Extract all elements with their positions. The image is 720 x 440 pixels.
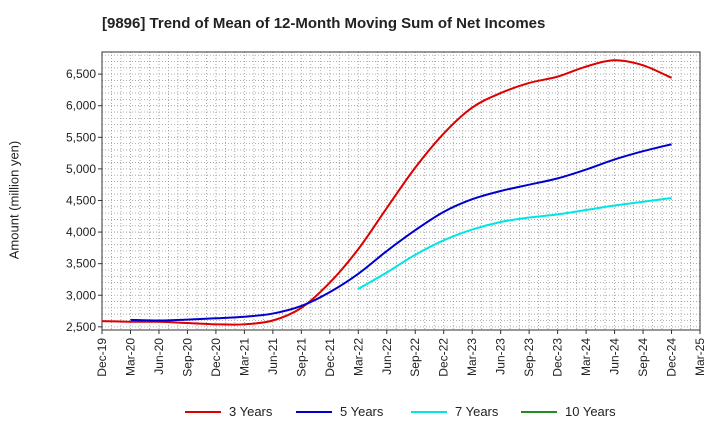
legend-label-3-years: 3 Years <box>229 404 273 419</box>
legend-item-5-years: 5 Years <box>296 404 383 419</box>
legend: 3 Years 5 Years 7 Years 10 Years <box>0 404 720 428</box>
series-line-3-years <box>101 59 672 326</box>
legend-label-5-years: 5 Years <box>340 404 384 419</box>
y-tick-label: 4,500 <box>66 193 96 207</box>
y-tick-label: 6,500 <box>66 67 96 81</box>
x-tick-label: Mar-22 <box>351 338 365 376</box>
series-line-7-years <box>357 196 672 290</box>
x-tick-label: Sep-23 <box>522 338 536 377</box>
x-tick-label: Jun-23 <box>494 338 508 375</box>
legend-item-7-years: 7 Years <box>411 404 498 419</box>
x-tick-label: Mar-21 <box>237 338 251 376</box>
plot-frame <box>101 51 701 331</box>
x-tick-label: Sep-21 <box>294 338 308 377</box>
legend-label-10-years: 10 Years <box>565 404 616 419</box>
legend-label-7-years: 7 Years <box>455 404 499 419</box>
y-tick-label: 3,500 <box>66 257 96 271</box>
y-tick-label: 6,000 <box>66 99 96 113</box>
series-line-5-years <box>130 143 672 322</box>
x-tick-label: Jun-22 <box>380 338 394 375</box>
chart-title: [9896] Trend of Mean of 12-Month Moving … <box>102 15 546 32</box>
x-tick-label: Mar-20 <box>123 338 137 376</box>
x-tick-label: Jun-24 <box>608 338 622 375</box>
x-tick-label: Dec-21 <box>323 338 337 377</box>
x-tick-label: Sep-20 <box>180 338 194 377</box>
x-tick-label: Dec-20 <box>209 338 223 377</box>
x-tick-label: Mar-25 <box>693 338 707 376</box>
x-tick-label: Jun-21 <box>266 338 280 375</box>
legend-swatch-3-years <box>185 410 221 413</box>
legend-item-3-years: 3 Years <box>185 404 272 419</box>
x-tick-label: Mar-23 <box>465 338 479 376</box>
x-tick-label: Jun-20 <box>152 338 166 375</box>
x-tick-label: Sep-24 <box>636 338 650 377</box>
x-tick-label: Dec-23 <box>551 338 565 377</box>
legend-swatch-10-years <box>521 410 557 413</box>
x-tick-label: Mar-24 <box>579 338 593 376</box>
x-tick-label: Dec-19 <box>95 338 109 377</box>
plot-area <box>102 52 700 330</box>
y-tick-label: 2,500 <box>66 320 96 334</box>
y-tick-label: 5,000 <box>66 162 96 176</box>
legend-swatch-7-years <box>411 410 447 413</box>
x-tick-label: Dec-24 <box>665 338 679 377</box>
legend-item-10-years: 10 Years <box>521 404 616 419</box>
y-tick-label: 5,500 <box>66 130 96 144</box>
legend-swatch-5-years <box>296 410 332 413</box>
x-tick-label: Dec-22 <box>437 338 451 377</box>
x-tick-label: Sep-22 <box>408 338 422 377</box>
y-tick-label: 3,000 <box>66 288 96 302</box>
y-tick-label: 4,000 <box>66 225 96 239</box>
